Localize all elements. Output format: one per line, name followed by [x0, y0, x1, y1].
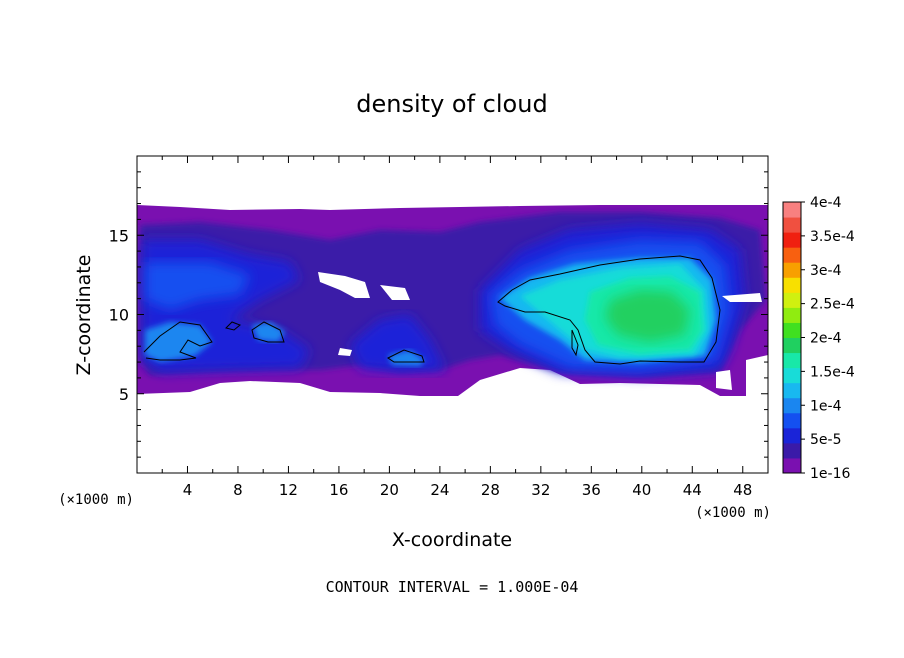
- colorbar-swatch-4: [783, 397, 801, 414]
- colorbar-label-4: 2e-4: [810, 331, 842, 347]
- colorbar-swatch-1: [783, 442, 801, 459]
- colorbar-swatch-8: [783, 337, 801, 354]
- colorbar-swatch-11: [783, 292, 801, 308]
- region-1e-4-mid: [145, 262, 250, 310]
- x-tick-label-1: 8: [233, 481, 243, 499]
- y-axis-unit: (×1000 m): [58, 492, 134, 508]
- x-ticks: [161, 156, 744, 473]
- x-tick-label-4: 20: [380, 481, 399, 499]
- contour-lines: [143, 255, 721, 365]
- colorbar-label-2: 1e-4: [810, 398, 842, 414]
- colorbar-label-1: 5e-5: [810, 432, 841, 448]
- colorbar-swatch-0: [783, 457, 801, 474]
- colorbar-label-0: 1e-16: [810, 466, 850, 482]
- colorbar-swatch-12: [783, 277, 801, 293]
- colorbar-swatch-16: [783, 217, 801, 233]
- colorbar-swatch-6: [783, 367, 801, 384]
- colorbar-swatch-17: [783, 202, 801, 218]
- y-tick-label-0: 5: [119, 385, 129, 404]
- colorbar-label-8: 4e-4: [810, 195, 842, 211]
- colorbar-swatch-9: [783, 322, 801, 338]
- colorbar-label-3: 1.5e-4: [810, 364, 855, 380]
- colorbar-swatch-10: [783, 307, 801, 323]
- x-tick-label-2: 12: [279, 481, 298, 499]
- x-axis-label: X-coordinate: [392, 529, 512, 551]
- colorbar-swatch-2: [783, 427, 801, 444]
- x-tick-label-6: 28: [481, 481, 500, 499]
- x-tick-label-10: 44: [683, 481, 702, 499]
- colorbar-label-7: 3.5e-4: [810, 229, 855, 245]
- region-1.5e-4-left: [145, 322, 212, 362]
- colorbar-label-5: 2.5e-4: [810, 297, 855, 313]
- x-tick-label-5: 24: [430, 481, 449, 499]
- chart-title: density of cloud: [356, 90, 547, 118]
- contour-interval-note: CONTOUR INTERVAL = 1.000E-04: [326, 578, 579, 596]
- region-1.5e-4-left2: [252, 322, 285, 342]
- x-axis-unit: (×1000 m): [695, 505, 771, 521]
- y-tick-label-1: 10: [109, 306, 129, 325]
- y-ticks: [137, 171, 768, 458]
- colorbar-label-6: 3e-4: [810, 263, 842, 279]
- x-tick-label-9: 40: [632, 481, 651, 499]
- x-tick-label-7: 32: [531, 481, 550, 499]
- colorbar-swatch-13: [783, 262, 801, 278]
- heatmap-field: [137, 205, 768, 396]
- colorbar-swatch-15: [783, 232, 801, 248]
- x-tick-label-0: 4: [183, 481, 193, 499]
- y-axis-label: Z-coordinate: [73, 255, 95, 376]
- colorbar-labels: 1e-16 5e-5 1e-4 1.5e-4 2e-4 2.5e-4 3e-4 3.5e-4 4…: [810, 195, 855, 482]
- x-tick-label-8: 36: [582, 481, 601, 499]
- clear-air-gaps: [318, 272, 768, 396]
- y-tick-labels: 5 10 15: [109, 226, 129, 404]
- colorbar-swatch-7: [783, 352, 801, 369]
- x-tick-label-3: 16: [329, 481, 348, 499]
- y-tick-label-2: 15: [109, 226, 129, 245]
- colorbar-frame: [782, 201, 802, 474]
- colorbar-swatch-14: [783, 247, 801, 263]
- colorbar-swatch-3: [783, 412, 801, 429]
- colorbar: [783, 201, 805, 474]
- x-tick-label-11: 48: [733, 481, 752, 499]
- colorbar-swatch-5: [783, 382, 801, 399]
- region-2e-4-inner: [605, 290, 690, 342]
- x-tick-labels: 4 8 12 16 20 24 28 32 36 40 44 48: [183, 481, 753, 499]
